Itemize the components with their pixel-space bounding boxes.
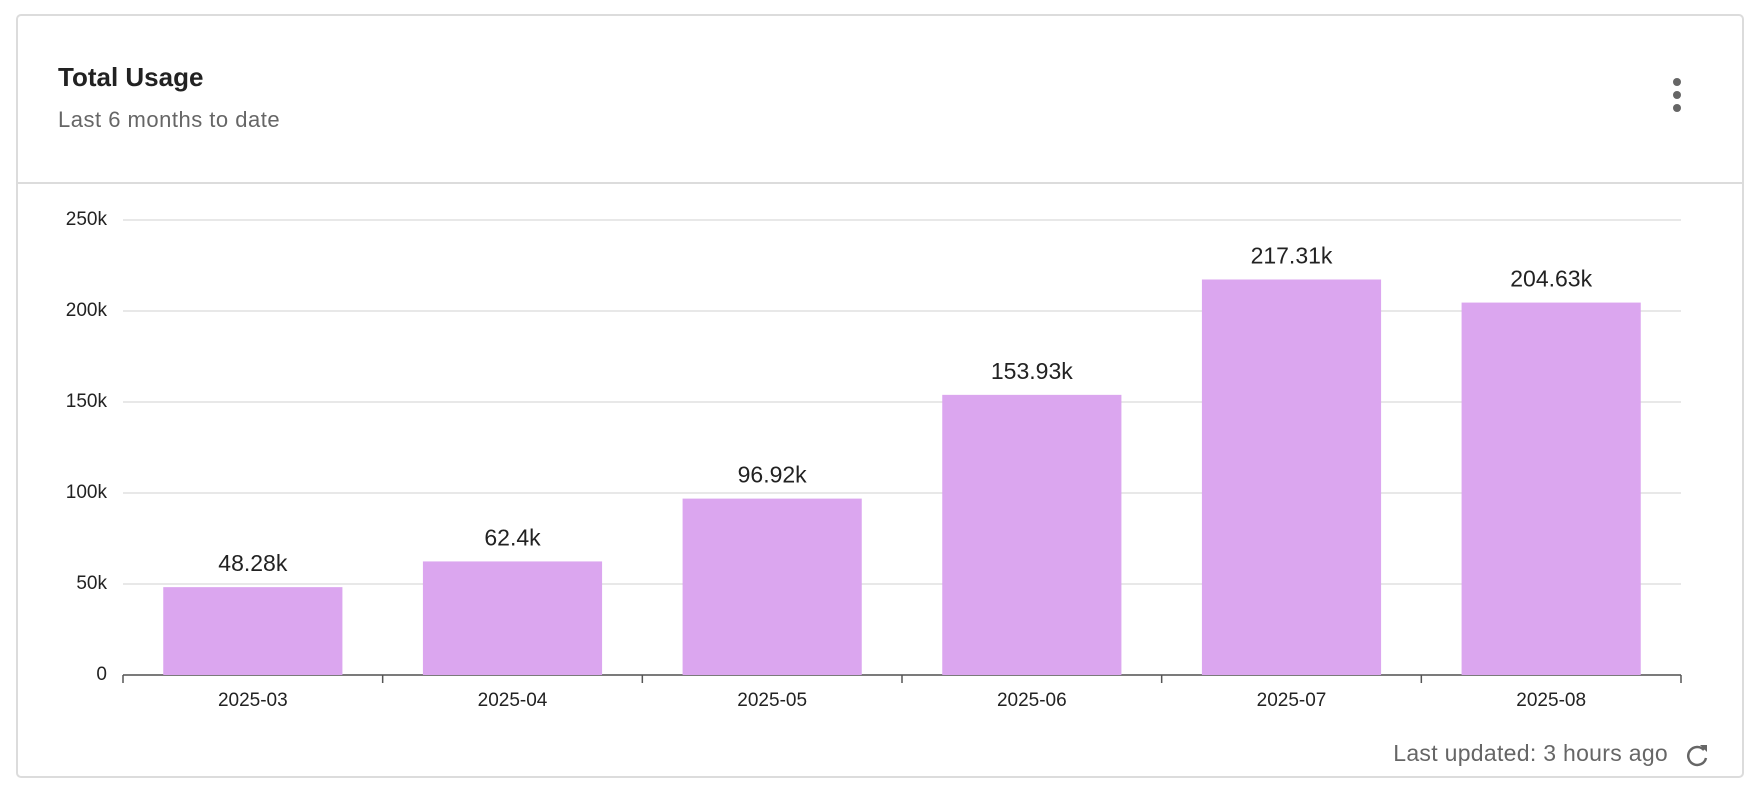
y-tick-label: 150k	[66, 391, 108, 412]
bar	[422, 561, 603, 675]
value-label: 153.93k	[991, 358, 1073, 384]
bar	[682, 498, 862, 675]
menu-button[interactable]	[1673, 78, 1681, 112]
x-tick-label: 2025-07	[1257, 690, 1327, 711]
value-label: 217.31k	[1251, 243, 1333, 269]
menu-dot	[1673, 104, 1681, 112]
x-tick-label: 2025-06	[997, 690, 1067, 711]
chart-subtitle: Last 6 months to date	[58, 107, 280, 132]
y-tick-label: 200k	[66, 300, 108, 321]
y-tick-label: 0	[96, 664, 107, 685]
bar	[163, 587, 343, 675]
value-label: 204.63k	[1510, 266, 1592, 292]
x-tick-label: 2025-04	[478, 690, 548, 711]
y-tick-label: 50k	[76, 573, 107, 594]
refresh-button[interactable]	[1686, 745, 1708, 767]
menu-dot	[1673, 78, 1681, 86]
value-label: 96.92k	[738, 462, 808, 488]
chart-title: Total Usage	[58, 62, 203, 92]
refresh-arrow	[1700, 745, 1707, 752]
last-updated: Last updated: 3 hours ago	[1393, 740, 1668, 766]
x-tick-label: 2025-03	[218, 690, 288, 711]
y-tick-label: 250k	[66, 209, 108, 230]
x-tick-label: 2025-05	[737, 690, 807, 711]
x-tick-label: 2025-08	[1516, 690, 1586, 711]
bar	[942, 394, 1122, 675]
menu-dot	[1673, 91, 1681, 99]
y-tick-label: 100k	[66, 482, 108, 503]
value-label: 48.28k	[218, 550, 288, 576]
value-label: 62.4k	[484, 525, 541, 551]
refresh-icon	[1686, 745, 1708, 767]
bar	[1461, 302, 1641, 675]
bar	[1201, 279, 1382, 675]
